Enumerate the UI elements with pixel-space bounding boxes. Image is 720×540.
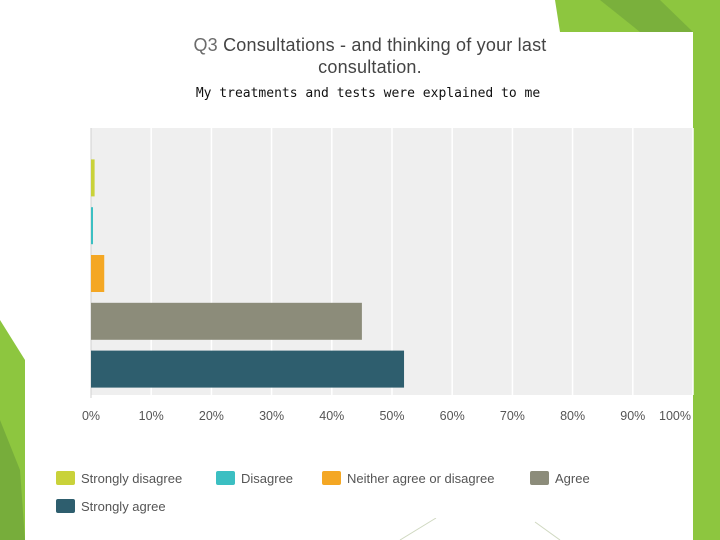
legend-item: Neither agree or disagree [322,470,494,486]
bar-agree [91,302,362,340]
x-tick-label: 100% [659,409,691,423]
x-tick-label: 10% [139,409,164,423]
x-tick-label: 70% [500,409,525,423]
question-title-line1: Consultations - and thinking of your las… [223,35,547,55]
bar-disagree [91,207,93,245]
question-number: Q3 [193,35,218,55]
legend-swatch [216,471,235,485]
legend-item: Strongly agree [56,498,166,514]
decor-line-bottom-2 [534,521,561,540]
x-axis-ticks: 0% 10% 20% 30% 40% 50% 60% 70% 80% 90% 100% [82,409,691,423]
legend-swatch [56,471,75,485]
legend-label: Strongly agree [81,498,166,514]
x-tick-label: 40% [319,409,344,423]
bars [91,159,405,388]
legend-swatch [322,471,341,485]
slide-title: Q3 Consultations - and thinking of your … [25,34,715,78]
legend-item: Strongly disagree [56,470,182,486]
gridlines [150,128,694,395]
x-tick-label: 50% [379,409,404,423]
corner-accent-right-edge [693,100,720,540]
bar-strongly-agree [91,350,405,388]
x-tick-label: 60% [440,409,465,423]
x-tick-label: 80% [560,409,585,423]
legend-label: Neither agree or disagree [347,470,495,486]
legend-swatch [56,499,75,513]
x-tick-label: 20% [199,409,224,423]
legend-label: Strongly disagree [81,470,183,486]
x-tick-label: 0% [82,409,100,423]
legend-item: Agree [530,470,590,486]
corner-accent-top-right-dark [600,0,693,32]
question-title-line2: consultation. [318,57,422,77]
x-tick-label: 30% [259,409,284,423]
chart-title: My treatments and tests were explained t… [195,86,541,101]
bar-strongly-disagree [91,159,95,197]
corner-accent-bottom-left-dark [0,420,25,540]
legend-label: Agree [555,470,590,486]
bar-neither-agree-or-disagree [91,255,105,292]
legend-swatch [530,471,549,485]
decor-line-bottom [399,517,437,540]
legend-label: Disagree [241,470,294,486]
legend-item: Disagree [216,470,293,486]
x-tick-label: 90% [620,409,645,423]
